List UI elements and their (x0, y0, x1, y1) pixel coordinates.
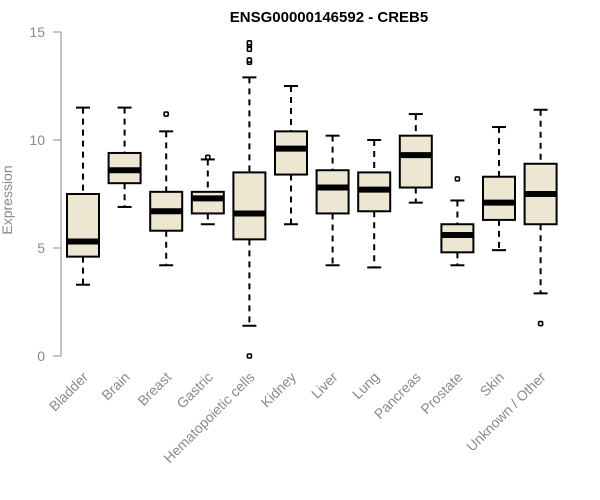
box-hematopoietic-cells (232, 39, 267, 359)
outlier-point (163, 111, 169, 117)
box-iqr (66, 193, 100, 258)
box-unknown-other (523, 108, 558, 327)
chart-title: ENSG00000146592 - CREB5 (230, 9, 428, 26)
x-tick-label: Unknown / Other (463, 369, 549, 455)
y-tick-label: 0 (37, 348, 45, 364)
box-iqr (232, 171, 267, 241)
y-axis-label: Expression (0, 165, 15, 234)
outlier-point (205, 154, 211, 161)
box-pancreas (398, 113, 433, 204)
box-iqr (190, 190, 225, 215)
box-kidney (274, 85, 308, 226)
y-tick-label: 5 (37, 240, 45, 256)
x-tick-label: Lung (349, 369, 382, 402)
outlier-point (246, 46, 253, 53)
x-tick-label: Bladder (46, 369, 92, 415)
outlier-point (246, 39, 253, 46)
box-iqr (398, 134, 433, 189)
box-gastric (190, 154, 225, 226)
box-iqr (315, 169, 350, 215)
boxes (66, 39, 558, 359)
x-tick-label: Kidney (258, 369, 300, 411)
outlier-point (246, 57, 253, 63)
box-brain (107, 106, 142, 208)
outlier-point (246, 353, 253, 359)
y-axis: 0 5 10 15 (29, 24, 62, 364)
outlier-point (537, 320, 544, 327)
y-tick-label: 10 (29, 132, 45, 148)
x-tick-label: Brain (98, 369, 132, 403)
x-tick-label: Liver (308, 369, 341, 402)
box-bladder (66, 106, 100, 286)
box-breast (149, 111, 184, 267)
x-tick-label: Skin (477, 369, 508, 400)
box-lung (357, 139, 392, 269)
box-skin (482, 126, 516, 252)
x-tick-label: Prostate (417, 369, 465, 417)
box-iqr (440, 223, 475, 254)
y-tick-label: 15 (29, 24, 45, 40)
box-liver (315, 134, 350, 267)
x-tick-label: Breast (134, 369, 174, 409)
box-iqr (482, 175, 516, 221)
box-iqr (274, 130, 308, 176)
box-prostate (440, 176, 475, 267)
outlier-point (454, 176, 461, 182)
